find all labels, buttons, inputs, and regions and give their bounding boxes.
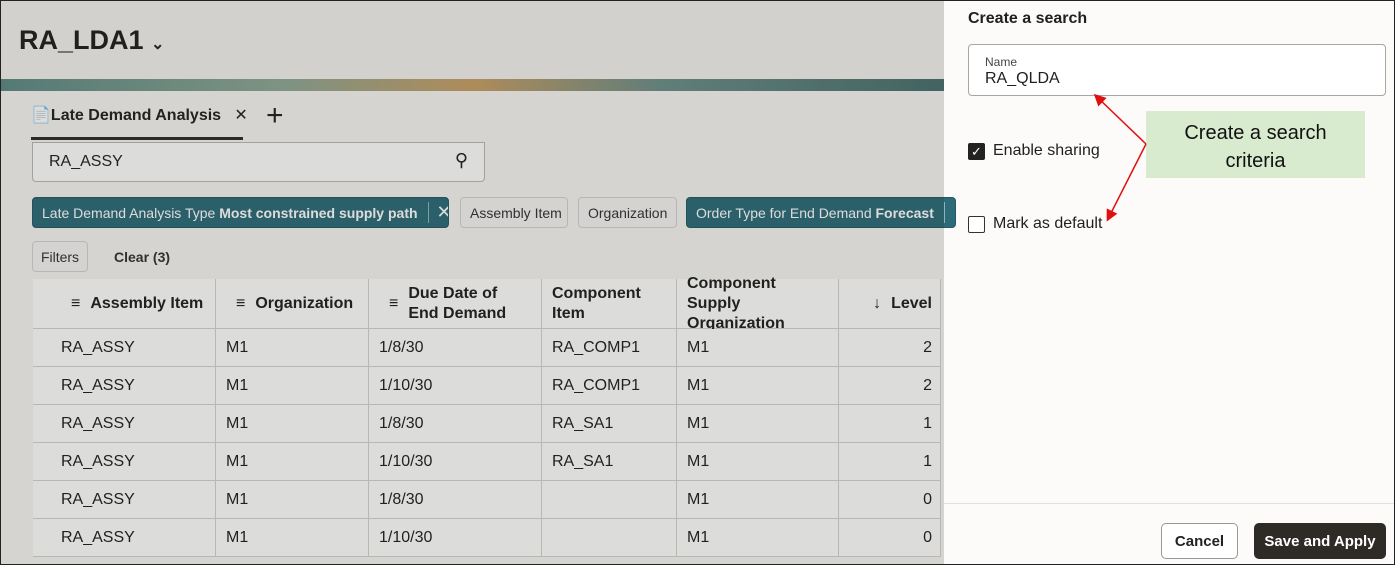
modal-overlay: [1, 1, 944, 564]
table-cell: [542, 481, 677, 519]
banner-strip: [1, 79, 944, 91]
tab[interactable]: 📄Late Demand Analysis ✕: [31, 107, 248, 124]
table-cell: M1: [677, 519, 839, 557]
column-header[interactable]: Component Supply Organization: [677, 275, 839, 332]
page-title[interactable]: RA_LDA1 ⌄: [19, 25, 165, 55]
column-header[interactable]: ≡ Due Date of End Demand: [369, 279, 542, 329]
table-cell: M1: [677, 443, 839, 481]
sort-icon[interactable]: ≡: [71, 294, 81, 312]
column-title: Level: [891, 294, 932, 312]
callout: Create a search criteria: [1146, 111, 1365, 178]
column-title: Organization: [255, 294, 354, 312]
column-title: Assembly Item: [90, 294, 204, 312]
table-cell: RA_ASSY: [51, 519, 216, 557]
sharing-checkbox[interactable]: ✓: [968, 143, 985, 160]
table-cell: 1/10/30: [369, 519, 542, 557]
table-cell: [542, 519, 677, 557]
column-header[interactable]: ≡ Organization: [216, 279, 369, 329]
table-cell: M1: [677, 367, 839, 405]
clear-button[interactable]: Clear (3): [114, 249, 171, 265]
column-header[interactable]: ↓ Level: [839, 279, 941, 329]
search-box[interactable]: RA_ASSY ⚲: [32, 142, 485, 182]
chip-value: Forecast: [875, 204, 934, 221]
sort-icon[interactable]: ≡: [236, 294, 246, 312]
name-value: RA_QLDA: [985, 70, 1060, 87]
table-cell: 2: [839, 367, 941, 405]
default-label: Mark as default: [993, 215, 1103, 232]
table-cell: RA_ASSY: [51, 481, 216, 519]
name-field[interactable]: Name RA_QLDA: [968, 44, 1386, 96]
add-tab[interactable]: +: [266, 99, 284, 132]
title-text: RA_LDA1: [19, 25, 144, 55]
sort-icon[interactable]: ↓: [873, 294, 882, 312]
table-cell: RA_COMP1: [542, 367, 677, 405]
table-cell: 0: [839, 519, 941, 557]
column-title: Component Item: [552, 284, 641, 322]
table-cell: RA_ASSY: [51, 405, 216, 443]
footer-divider: [944, 503, 1394, 504]
table-cell: 1/8/30: [369, 329, 542, 367]
filters-button[interactable]: Filters: [32, 241, 88, 272]
chip-label: Organization: [588, 204, 668, 221]
column-header[interactable]: Component Item: [542, 279, 677, 329]
table-cell: M1: [216, 443, 369, 481]
table-cell: M1: [216, 481, 369, 519]
table-cell: RA_SA1: [542, 405, 677, 443]
table-cell: RA_ASSY: [51, 367, 216, 405]
column-title: Component Supply Organization: [687, 274, 785, 332]
chip-label: Assembly Item: [470, 204, 562, 221]
name-label: Name: [985, 55, 1018, 69]
tab-underline: [31, 137, 243, 140]
cancel-button[interactable]: Cancel: [1161, 523, 1238, 559]
table-cell: 1: [839, 405, 941, 443]
default-checkbox[interactable]: [968, 216, 985, 233]
arrow: [1093, 93, 1147, 145]
table-cell: 1: [839, 443, 941, 481]
chip-remove[interactable]: ✕: [943, 202, 955, 223]
table-cell: 1/10/30: [369, 367, 542, 405]
filter-chip[interactable]: Late Demand Analysis Type Most constrain…: [32, 197, 449, 228]
page-header: [1, 1, 944, 79]
filter-chip[interactable]: Organization: [578, 197, 677, 228]
table-cell: RA_ASSY: [51, 329, 216, 367]
filter-chip[interactable]: Order Type for End Demand Forecast ✕: [686, 197, 956, 228]
sort-icon[interactable]: ≡: [389, 294, 399, 312]
filter-chip[interactable]: Assembly Item: [460, 197, 568, 228]
table-cell: 1/8/30: [369, 405, 542, 443]
table-cell: M1: [216, 519, 369, 557]
search-value: RA_ASSY: [49, 153, 123, 170]
chip-label: Late Demand Analysis Type: [42, 204, 216, 221]
table-cell: 0: [839, 481, 941, 519]
table-cell: M1: [216, 367, 369, 405]
table-cell: M1: [677, 405, 839, 443]
table-cell: RA_ASSY: [51, 443, 216, 481]
table-cell: RA_COMP1: [542, 329, 677, 367]
table-cell: RA_SA1: [542, 443, 677, 481]
chip-remove[interactable]: ✕: [427, 202, 448, 223]
save-button[interactable]: Save and Apply: [1254, 523, 1386, 559]
column-header[interactable]: ≡ Assembly Item: [51, 279, 216, 329]
arrow: [1106, 143, 1147, 222]
table-cell: 1/10/30: [369, 443, 542, 481]
table-cell: M1: [677, 481, 839, 519]
sharing-label: Enable sharing: [993, 142, 1100, 159]
panel-title: Create a search: [968, 10, 1088, 27]
tab-label: Late Demand Analysis: [50, 107, 222, 124]
table-cell: M1: [677, 329, 839, 367]
chip-value: Most constrained supply path: [219, 204, 418, 221]
chip-label: Order Type for End Demand: [696, 204, 872, 221]
table-cell: 1/8/30: [369, 481, 542, 519]
column-title: Due Date of End Demand: [408, 284, 507, 322]
table-cell: M1: [216, 405, 369, 443]
table-cell: 2: [839, 329, 941, 367]
table-cell: M1: [216, 329, 369, 367]
